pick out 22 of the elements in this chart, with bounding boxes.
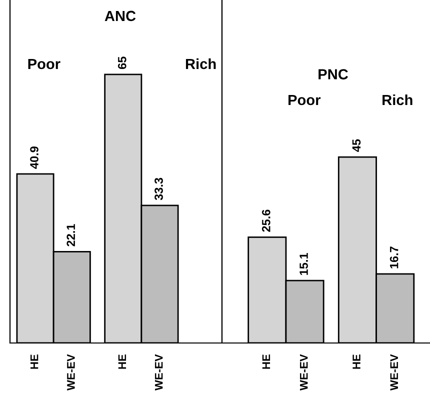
data-label: 25.6 <box>262 210 270 232</box>
x-tick-label: WE-EV <box>390 354 398 391</box>
annotation: Rich <box>382 94 412 106</box>
data-label: 22.1 <box>66 224 75 246</box>
annotation: Poor <box>288 94 321 106</box>
x-tick-label: WE-EV <box>67 354 75 391</box>
x-tick-label: HE <box>30 354 38 369</box>
data-label: 65 <box>118 56 126 69</box>
x-tick-label: HE <box>118 354 126 369</box>
x-tick-label: HE <box>352 354 360 369</box>
x-tick-label: WE-EV <box>300 354 308 391</box>
data-label: 33.3 <box>154 178 163 200</box>
annotation: Poor <box>28 58 60 70</box>
data-label: 45 <box>352 139 361 152</box>
text: PNC <box>318 69 348 80</box>
x-tick-label: WE-EV <box>154 354 163 391</box>
data-label: 15.1 <box>300 252 308 275</box>
annotation: Rich <box>186 58 216 70</box>
data-label: 40.9 <box>30 146 38 169</box>
data-label: 16.7 <box>390 246 398 268</box>
text: ANC <box>104 10 136 22</box>
x-tick-label: HE <box>262 354 270 369</box>
